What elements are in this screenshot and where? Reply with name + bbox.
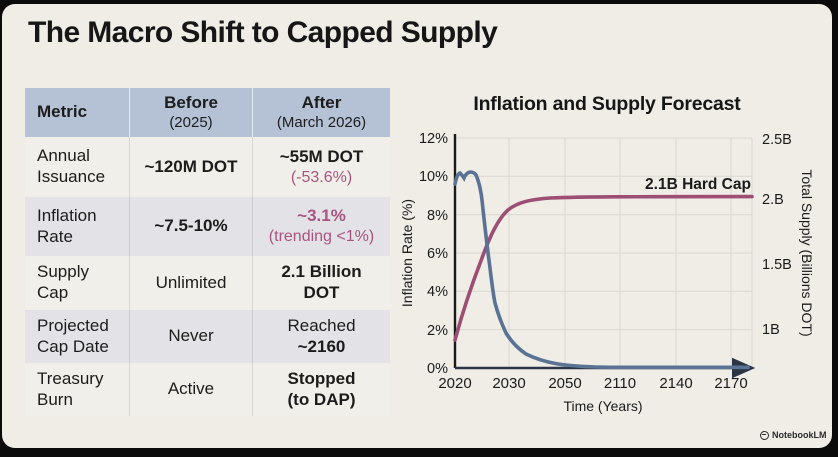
table-header-metric: Metric (25, 88, 130, 137)
before-value: ~7.5-10% (154, 216, 228, 236)
table-header-after: After (March 2026) (253, 88, 390, 137)
notebooklm-logo-icon (760, 430, 769, 440)
table-row-before: ~7.5-10% (130, 197, 253, 256)
header-after-sublabel: (March 2026) (276, 113, 367, 131)
after-value: ~3.1% (297, 206, 346, 226)
comparison-table: Metric Before (2025) After (March 2026) … (25, 88, 390, 416)
right-axis-ticks: 2.5B 2.B 1.5B 1B (762, 132, 792, 338)
x-tick: 2050 (548, 375, 581, 392)
table-row-after: ~55M DOT (-53.6%) (253, 137, 390, 197)
after-subvalue: (trending <1%) (268, 228, 375, 246)
y-tick: 6% (427, 246, 448, 262)
metric-label: Projected Cap Date (37, 315, 109, 356)
after-value: ~55M DOT (279, 146, 364, 166)
x-tick: 2140 (659, 375, 692, 392)
header-before-sublabel: (2025) (169, 113, 213, 131)
table-row-metric: Treasury Burn (25, 363, 130, 416)
grid-lines (455, 137, 753, 368)
after-value: Stopped (287, 368, 356, 388)
header-after-label: After (301, 92, 342, 112)
table-row-metric: Supply Cap (25, 256, 130, 310)
before-value: Unlimited (155, 272, 227, 292)
before-value: ~120M DOT (144, 156, 238, 176)
y-tick: 2% (427, 323, 448, 339)
inflation-rate-line (453, 170, 750, 370)
table-row-before: Active (130, 363, 253, 416)
watermark-label: NotebookLM (772, 430, 827, 440)
y2-tick: 2.B (762, 192, 784, 208)
table-row-before: ~120M DOT (130, 137, 253, 197)
table-header-before: Before (2025) (130, 88, 253, 137)
metric-label: Treasury Burn (37, 368, 104, 409)
total-supply-line (453, 194, 754, 342)
page-title: The Macro Shift to Capped Supply (28, 16, 498, 49)
table-row-metric: Projected Cap Date (25, 310, 130, 363)
inflation-supply-chart: 2.1B Hard Cap 12% 10% 8% 6% 4% 2% 0% 2.5… (400, 131, 815, 414)
hard-cap-annotation: 2.1B Hard Cap (645, 176, 751, 193)
slide-card: The Macro Shift to Capped Supply Metric … (2, 4, 832, 448)
before-value: Active (167, 379, 215, 399)
y-tick: 12% (419, 131, 448, 147)
metric-label: Annual Issuance (37, 146, 106, 186)
x-axis-ticks: 2020 2030 2050 2110 2140 2170 (438, 375, 747, 392)
after-subvalue: ~2160 (297, 336, 346, 356)
y2-tick: 1B (762, 322, 780, 338)
right-axis-label: Total Supply (Billions DOT) (799, 169, 815, 336)
after-value: 2.1 Billion DOT (281, 262, 362, 302)
x-axis-label: Time (Years) (563, 398, 642, 414)
x-tick: 2170 (714, 375, 747, 392)
y-tick: 4% (427, 284, 448, 300)
table-row-after: Stopped (to DAP) (253, 363, 390, 416)
table-row-before: Never (130, 310, 253, 363)
y2-tick: 1.5B (762, 257, 792, 273)
after-value: Reached (287, 315, 356, 335)
table-row-metric: Annual Issuance (25, 137, 130, 197)
metric-label: Inflation Rate (37, 205, 97, 246)
left-axis-label: Inflation Rate (%) (400, 199, 415, 307)
notebooklm-watermark: NotebookLM (760, 430, 827, 440)
before-value: Never (168, 326, 214, 346)
header-metric-label: Metric (37, 102, 88, 122)
metric-label: Supply Cap (37, 262, 89, 302)
left-axis-ticks: 12% 10% 8% 6% 4% 2% 0% (419, 131, 448, 377)
after-subvalue: (-53.6%) (290, 168, 353, 186)
table-row-before: Unlimited (130, 256, 253, 310)
header-before-label: Before (164, 92, 218, 112)
table-row-after: Reached ~2160 (253, 310, 390, 363)
y2-tick: 2.5B (762, 132, 792, 148)
y-tick: 8% (427, 208, 448, 224)
table-row-after: 2.1 Billion DOT (253, 256, 390, 310)
x-tick: 2020 (438, 375, 471, 392)
x-tick: 2110 (604, 375, 636, 392)
x-tick: 2030 (492, 375, 525, 392)
table-row-after: ~3.1% (trending <1%) (253, 197, 390, 256)
table-row-metric: Inflation Rate (25, 197, 130, 256)
y-tick: 0% (427, 361, 448, 377)
chart-title: Inflation and Supply Forecast (473, 93, 741, 115)
y-tick: 10% (419, 169, 448, 185)
after-subvalue: (to DAP) (287, 389, 356, 409)
